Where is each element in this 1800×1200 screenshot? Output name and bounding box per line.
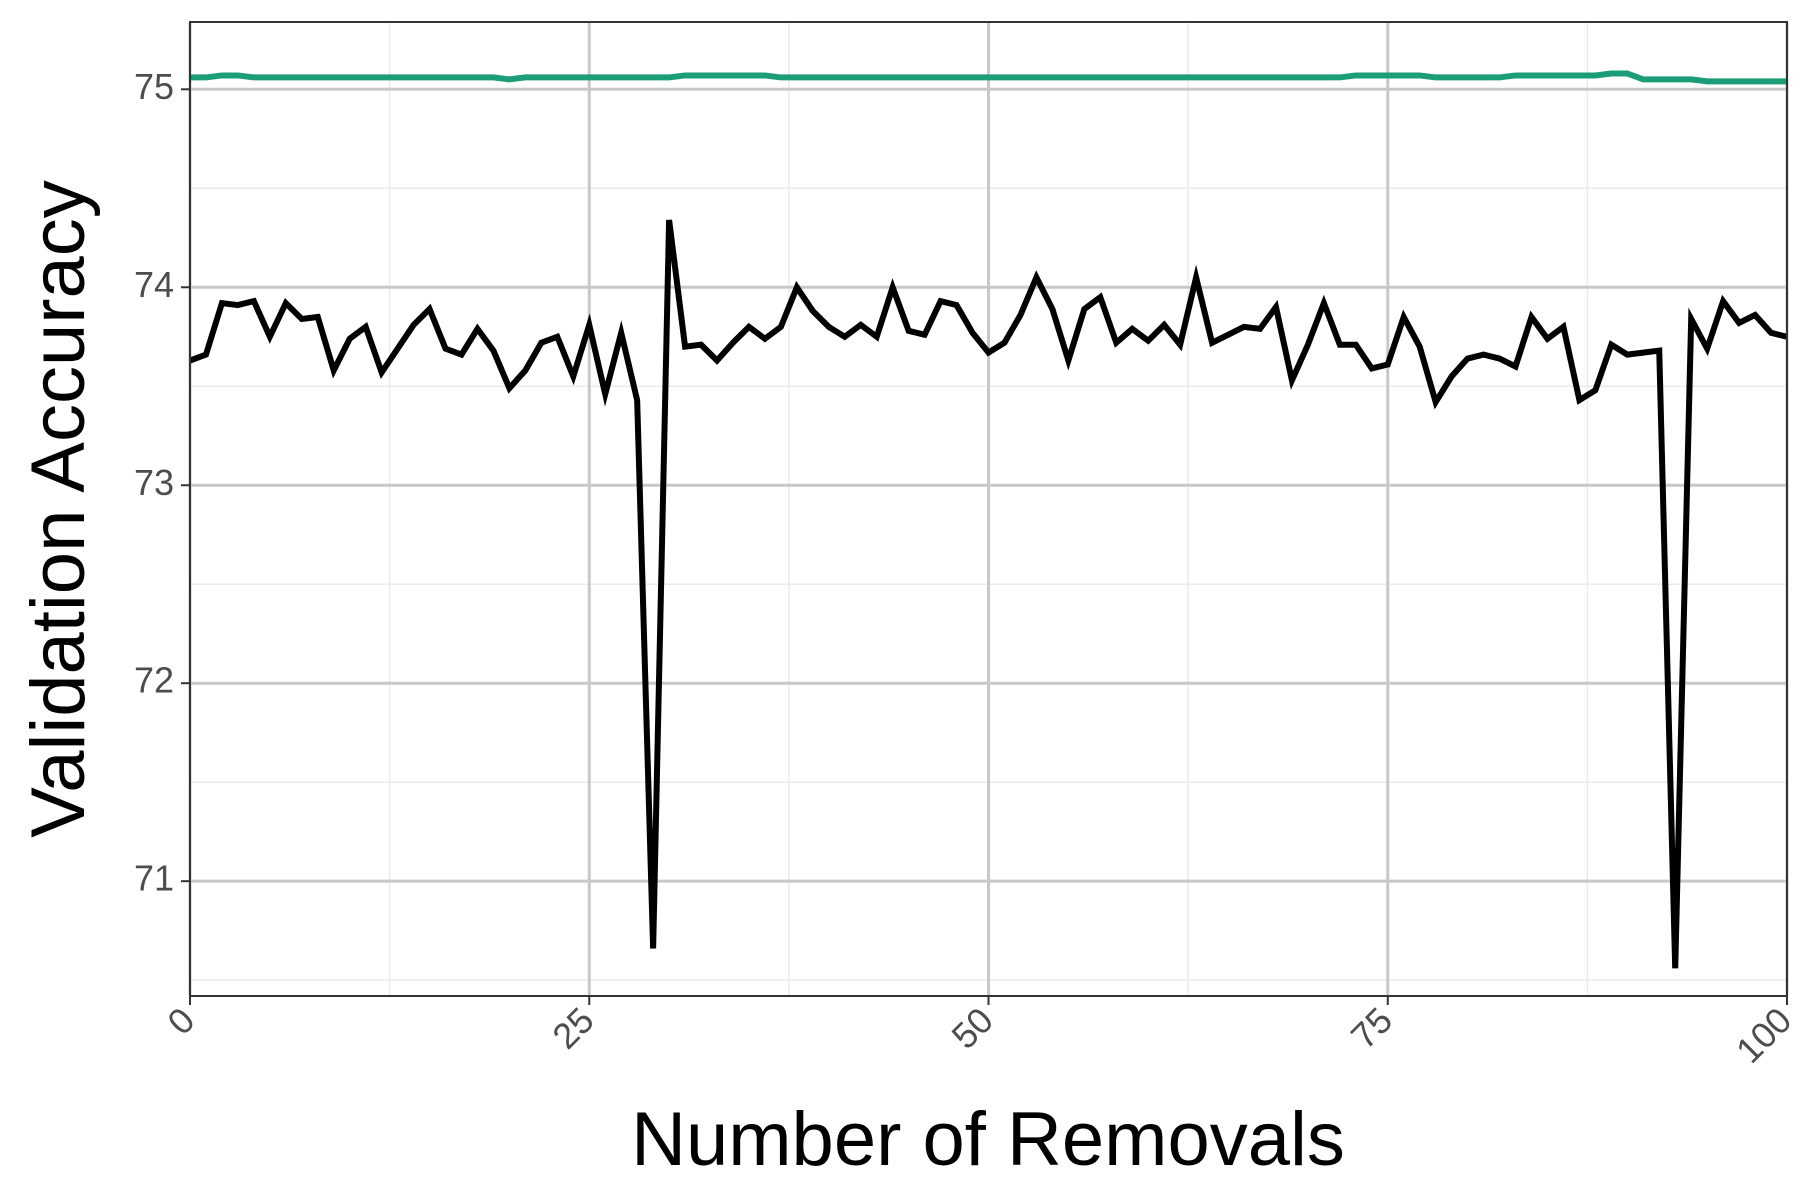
series-layer	[188, 70, 1788, 969]
x-axis-title: Number of Removals	[631, 1097, 1345, 1182]
x-tick-label: 0	[159, 999, 202, 1042]
y-tick-label: 75	[134, 66, 174, 107]
y-axis: 71 72 73 74 75	[134, 66, 190, 899]
series-line-green	[190, 70, 1787, 85]
x-axis: 0 25 50 75 100	[159, 996, 1799, 1071]
x-tick-label: 75	[1343, 999, 1400, 1056]
y-axis-title: Validation Accuracy	[16, 180, 101, 838]
y-tick-label: 73	[134, 462, 174, 503]
y-tick-label: 74	[134, 264, 174, 305]
x-tick-label: 25	[544, 999, 601, 1056]
x-tick-label: 50	[944, 999, 1001, 1056]
y-tick-label: 71	[134, 858, 174, 899]
x-tick-label: 100	[1728, 999, 1799, 1070]
series-line-black	[188, 219, 1788, 969]
y-tick-label: 72	[134, 660, 174, 701]
